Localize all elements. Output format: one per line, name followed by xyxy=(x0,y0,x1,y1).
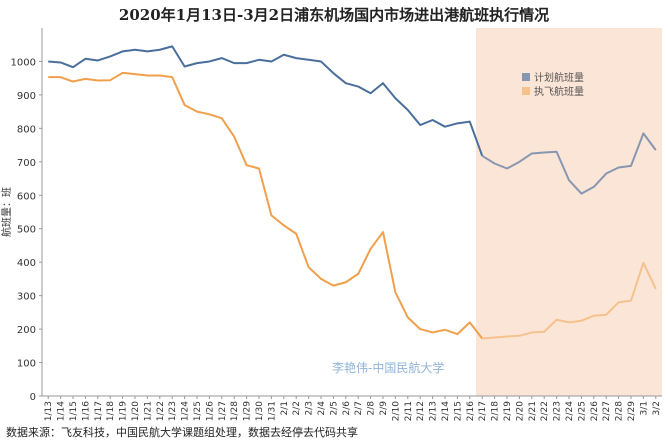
x-tick-label: 1/13 xyxy=(44,401,54,421)
x-tick-label: 2/19 xyxy=(503,401,513,421)
legend-swatch-2 xyxy=(522,87,530,95)
series-line-2 xyxy=(48,71,483,340)
x-tick-label: 1/17 xyxy=(94,401,104,421)
y-tick-label: 200 xyxy=(17,325,36,336)
y-tick-label: 600 xyxy=(17,191,36,202)
x-tick-label: 2/21 xyxy=(528,401,538,421)
x-tick-label: 2/7 xyxy=(354,401,364,415)
x-tick-label: 1/24 xyxy=(181,401,191,421)
legend-label-2: 执飞航班量 xyxy=(534,85,584,98)
y-tick-label: 800 xyxy=(17,124,36,135)
x-tick-label: 2/28 xyxy=(615,401,625,421)
source-note: 数据来源：飞友科技，中国民航大学课题组处理，数据去经停去代码共享 xyxy=(6,426,358,439)
x-tick-label: 2/2 xyxy=(292,401,302,415)
x-tick-label: 2/27 xyxy=(602,401,612,421)
x-tick-label: 2/14 xyxy=(441,401,451,421)
x-tick-label: 2/10 xyxy=(391,401,401,421)
x-tick-label: 1/15 xyxy=(69,401,79,421)
x-tick-label: 2/3 xyxy=(305,401,315,415)
x-tick-label: 1/25 xyxy=(193,401,203,421)
x-tick-label: 2/13 xyxy=(429,401,439,421)
x-tick-label: 2/29 xyxy=(627,401,637,421)
y-tick-label: 500 xyxy=(17,225,36,236)
legend-swatch-1 xyxy=(522,73,530,81)
y-axis-label: 航班量：班 xyxy=(0,187,13,237)
x-tick-label: 2/17 xyxy=(478,401,488,421)
x-tick-label: 2/12 xyxy=(416,401,426,421)
series-line-1 xyxy=(48,45,484,157)
x-tick-label: 2/22 xyxy=(540,401,550,421)
x-tick-label: 2/20 xyxy=(515,401,525,421)
x-tick-label: 3/2 xyxy=(652,401,662,415)
x-tick-label: 1/26 xyxy=(205,401,215,421)
x-tick-label: 2/24 xyxy=(565,401,575,421)
x-tick-label: 3/1 xyxy=(639,401,649,415)
x-tick-label: 1/30 xyxy=(255,401,265,421)
x-tick-label: 2/25 xyxy=(577,401,587,421)
y-tick-label: 0 xyxy=(30,392,36,403)
x-tick-label: 2/18 xyxy=(491,401,501,421)
x-tick-label: 1/31 xyxy=(267,401,277,421)
highlight-band xyxy=(476,28,662,396)
x-tick-label: 1/22 xyxy=(156,401,166,421)
y-tick-label: 100 xyxy=(17,359,36,370)
y-tick-label: 700 xyxy=(17,158,36,169)
x-tick-label: 1/18 xyxy=(106,401,116,421)
series-line-2-highlight xyxy=(482,261,657,340)
x-tick-label: 1/28 xyxy=(230,401,240,421)
watermark-annotation: 李艳伟-中国民航大学 xyxy=(332,360,444,375)
x-tick-label: 2/1 xyxy=(280,401,290,415)
x-tick-label: 2/26 xyxy=(590,401,600,421)
x-tick-label: 1/14 xyxy=(57,401,67,421)
x-tick-label: 2/9 xyxy=(379,401,389,416)
chart-title: 2020年1月13日-3月2日浦东机场国内市场进出港航班执行情况 xyxy=(118,6,550,24)
x-tick-label: 1/20 xyxy=(131,401,141,421)
x-tick-label: 1/19 xyxy=(119,401,129,421)
x-tick-label: 1/21 xyxy=(143,401,153,421)
y-tick-label: 900 xyxy=(17,91,36,102)
y-tick-label: 400 xyxy=(17,258,36,269)
x-tick-label: 2/8 xyxy=(367,401,377,416)
x-tick-label: 2/4 xyxy=(317,401,327,416)
x-tick-label: 1/29 xyxy=(243,401,253,421)
x-tick-label: 2/5 xyxy=(329,401,339,415)
x-tick-label: 1/23 xyxy=(168,401,178,421)
x-tick-label: 2/11 xyxy=(404,401,414,421)
x-tick-label: 1/27 xyxy=(218,401,228,421)
y-tick-label: 1000 xyxy=(11,57,36,68)
y-tick-label: 300 xyxy=(17,292,36,303)
legend-label-1: 计划航班量 xyxy=(534,71,584,84)
x-tick-label: 2/15 xyxy=(453,401,463,421)
x-tick-label: 2/23 xyxy=(553,401,563,421)
series-line-1-highlight xyxy=(481,132,657,195)
x-tick-label: 1/16 xyxy=(81,401,91,421)
x-tick-label: 2/6 xyxy=(342,401,352,416)
x-tick-label: 2/16 xyxy=(466,401,476,421)
